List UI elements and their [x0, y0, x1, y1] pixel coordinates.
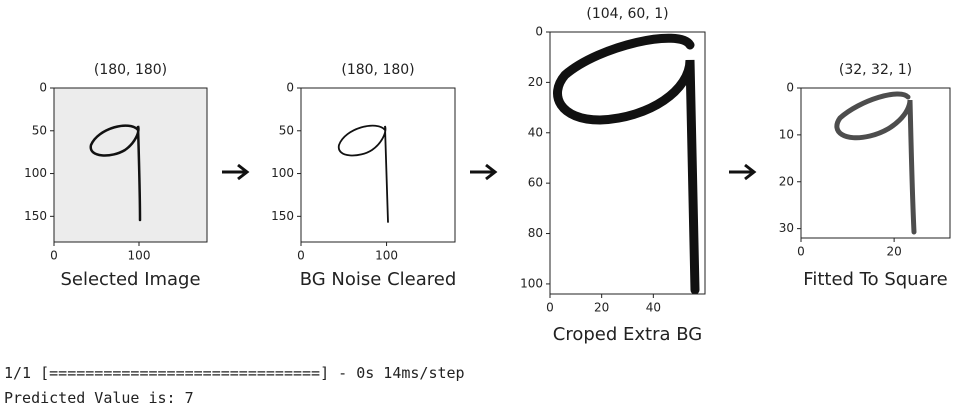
y-tick-label: 0 [786, 81, 794, 95]
y-tick-label: 0 [286, 81, 294, 95]
x-tick-label: 20 [594, 301, 609, 315]
panel-title: (180, 180) [341, 62, 414, 78]
y-tick-label: 20 [779, 174, 794, 188]
arrow [222, 163, 757, 181]
x-tick-label: 40 [646, 301, 661, 315]
panel-title: (180, 180) [94, 62, 167, 78]
digit-image [89, 124, 142, 222]
y-tick-label: 100 [520, 276, 543, 290]
digit-image [338, 124, 389, 223]
panel-title: (32, 32, 1) [839, 62, 912, 78]
digit-image [834, 91, 917, 235]
y-tick-label: 10 [779, 127, 794, 141]
image-frame [549, 31, 706, 295]
x-tick-label: 100 [128, 249, 151, 263]
image-frame [53, 87, 208, 243]
y-tick-label: 20 [528, 75, 543, 89]
x-tick-label: 100 [375, 249, 398, 263]
y-tick-label: 0 [39, 81, 47, 95]
y-tick-label: 100 [24, 166, 47, 180]
x-tick-label: 0 [546, 301, 554, 315]
x-tick-label: 0 [297, 249, 305, 263]
y-tick-label: 40 [528, 125, 543, 139]
y-tick-label: 50 [279, 123, 294, 137]
y-tick-label: 100 [271, 166, 294, 180]
panel-caption: BG Noise Cleared [300, 269, 457, 290]
y-tick-label: 60 [528, 176, 543, 190]
image-frame [300, 87, 456, 243]
x-tick-label: 0 [797, 245, 805, 259]
panel-title: (104, 60, 1) [586, 6, 668, 22]
panel-caption: Fitted To Square [803, 269, 947, 290]
progress-line: 1/1 [==============================] - 0… [4, 364, 465, 382]
digit-image [553, 33, 700, 295]
y-tick-label: 150 [24, 209, 47, 223]
prediction-line: Predicted Value is: 7 [4, 389, 194, 407]
y-tick-label: 0 [535, 25, 543, 39]
y-tick-label: 150 [271, 209, 294, 223]
image-background [54, 88, 207, 242]
panel-caption: Selected Image [60, 269, 200, 290]
y-tick-label: 30 [779, 221, 794, 235]
y-tick-label: 80 [528, 226, 543, 240]
y-tick-label: 50 [32, 123, 47, 137]
image-frame [800, 87, 951, 239]
x-tick-label: 20 [886, 245, 901, 259]
panel-caption: Croped Extra BG [553, 324, 702, 345]
x-tick-label: 0 [50, 249, 58, 263]
